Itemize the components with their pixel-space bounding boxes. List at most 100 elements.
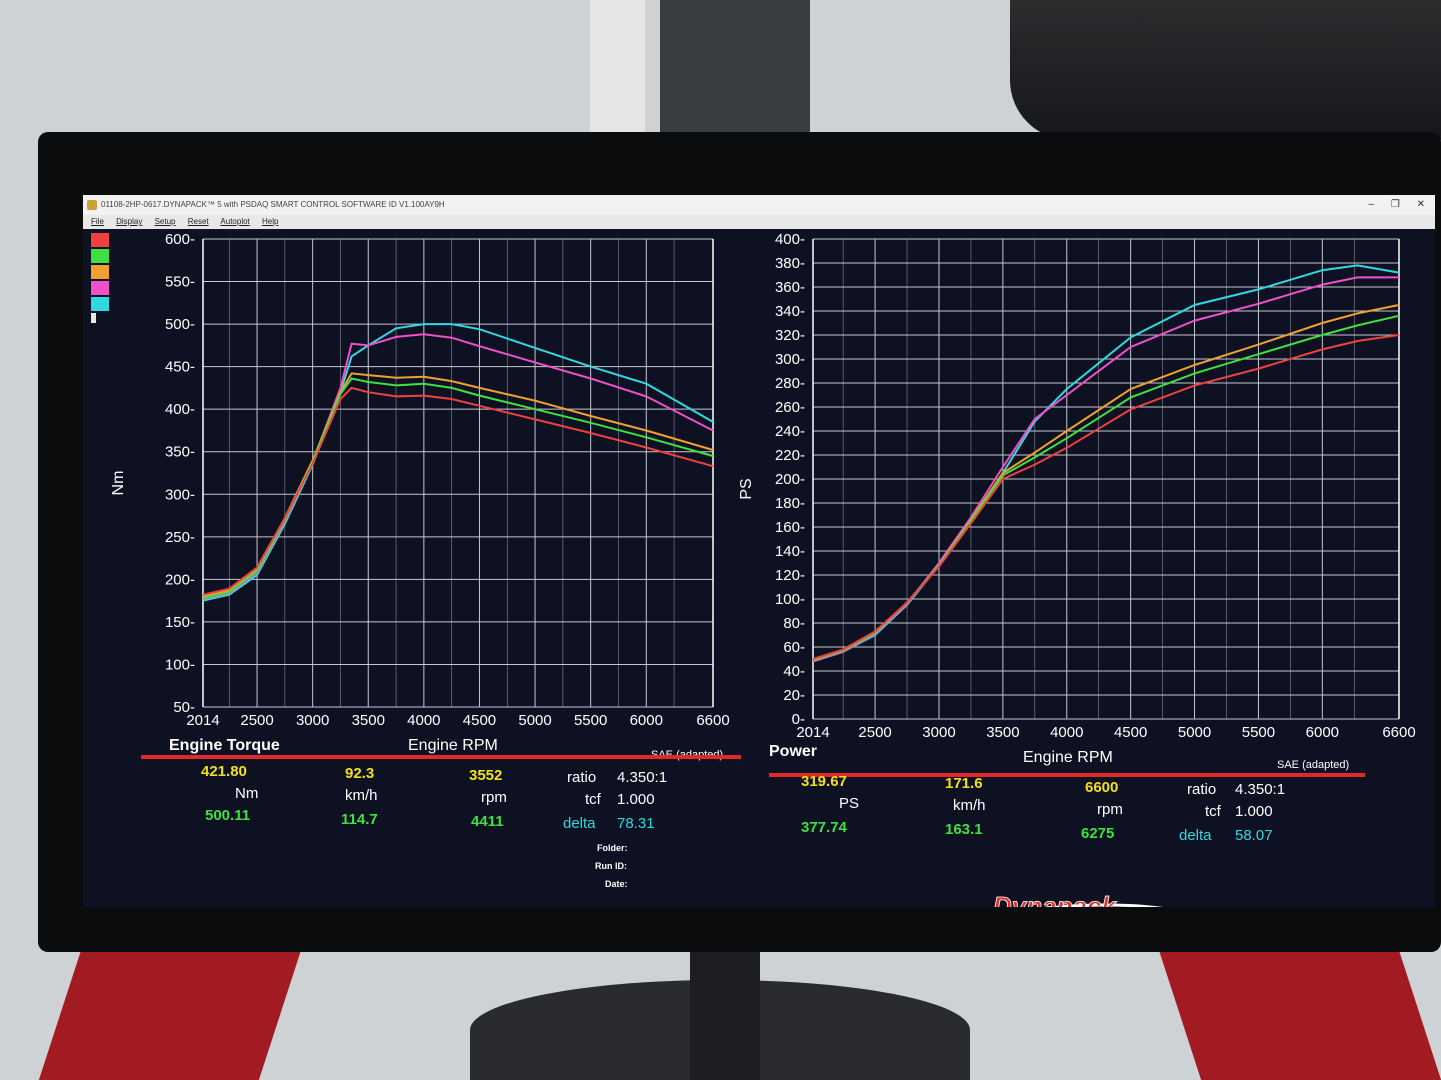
power-y-tick-label: 320- (775, 327, 805, 344)
legend-swatch-magenta[interactable] (91, 281, 109, 295)
power-x-tick-label: 3500 (986, 724, 1019, 741)
torque-separator (141, 755, 741, 759)
torque-readout-value-2: 92.3 (345, 765, 375, 782)
torque-y-tick-label: 250- (165, 529, 195, 546)
torque-readout-value-3: 3552 (469, 767, 503, 784)
power-readout-unit-2: km/h (953, 797, 986, 814)
menu-reset[interactable]: Reset (187, 217, 209, 226)
power-y-tick-label: 220- (775, 447, 805, 464)
dynapack-logo-graphic: Dynapack CHASSIS DYNAMOMETERS (993, 891, 1164, 907)
torque-x-tick-label: 2500 (240, 712, 273, 729)
power-y-tick-label: 180- (775, 495, 805, 512)
svg-text:Dynapack: Dynapack (993, 891, 1117, 907)
maximize-icon[interactable]: ❐ (1390, 199, 1400, 210)
torque-delta-label: delta (563, 815, 596, 832)
app-icon (87, 200, 97, 210)
torque-y-tick-label: 50- (173, 699, 195, 716)
torque-x-axis-label: Engine RPM (408, 737, 498, 754)
power-series-line-0 (812, 264, 1400, 663)
power-y-axis-label: PS (738, 478, 755, 499)
power-readout-value-3b: 6275 (1081, 825, 1115, 842)
power-readout-value-1b: 377.74 (801, 819, 847, 836)
power-y-tick-label: 280- (775, 375, 805, 392)
power-x-tick-label: 6600 (1382, 724, 1415, 741)
power-y-tick-label: 240- (775, 423, 805, 440)
power-panel-title: Power (769, 743, 818, 760)
close-icon[interactable]: ✕ (1416, 199, 1425, 210)
power-y-tick-label: 20- (783, 687, 805, 704)
power-y-tick-label: 200- (775, 471, 805, 488)
window-titlebar[interactable]: 01108-2HP-0617.DYNAPACK™ 5 with PSDAQ SM… (83, 195, 1435, 215)
torque-delta-value: 78.31 (617, 815, 655, 832)
torque-x-tick-label: 4500 (463, 712, 496, 729)
window-title: 01108-2HP-0617.DYNAPACK™ 5 with PSDAQ SM… (101, 200, 445, 209)
torque-y-tick-label: 600- (165, 231, 195, 248)
date-label: Date: (605, 879, 628, 889)
torque-readout-value-1b: 500.11 (205, 807, 251, 824)
power-ratio-label: ratio (1187, 781, 1217, 798)
torque-x-tick-label: 6000 (630, 712, 663, 729)
torque-tcf-value: 1.000 (617, 791, 655, 808)
torque-series-line-2 (202, 372, 714, 598)
torque-readout-unit-1: Nm (235, 785, 259, 802)
torque-series-line-1 (202, 333, 714, 600)
torque-series-line-3 (202, 377, 714, 600)
menu-setup[interactable]: Setup (154, 217, 176, 226)
torque-y-tick-label: 450- (165, 359, 195, 376)
torque-y-axis-label: Nm (110, 471, 127, 496)
power-y-tick-label: 400- (775, 231, 805, 248)
torque-y-tick-label: 500- (165, 316, 195, 333)
torque-readout-unit-2: km/h (345, 787, 378, 804)
menu-display[interactable]: Display (116, 217, 143, 226)
plot-area: 2014 2500 3000 3500 4000 4500 5000 5500 6000 6600… (83, 229, 1435, 907)
minimize-icon[interactable]: – (1368, 199, 1375, 210)
torque-series-line-0 (202, 323, 714, 602)
power-delta-label: delta (1179, 827, 1212, 844)
torque-y-tick-label: 100- (165, 656, 195, 673)
power-readout-value-2b: 163.1 (945, 821, 983, 838)
background-wall-panel (590, 0, 645, 140)
torque-y-tick-label: 150- (165, 614, 195, 631)
power-y-tick-label: 40- (783, 663, 805, 680)
legend-swatch-red[interactable] (91, 233, 109, 247)
torque-y-tick-label: 400- (165, 401, 195, 418)
power-y-tick-label: 100- (775, 591, 805, 608)
power-y-tick-label: 160- (775, 519, 805, 536)
menu-bar: File Display Setup Reset Autoplot Help (83, 215, 1435, 229)
torque-readout-value-1: 421.80 (201, 763, 247, 780)
power-y-tick-label: 340- (775, 303, 805, 320)
menu-autoplot[interactable]: Autoplot (220, 217, 250, 226)
legend-swatch-white[interactable] (91, 313, 96, 323)
power-series-line-4 (812, 334, 1400, 660)
torque-x-tick-label: 3500 (352, 712, 385, 729)
power-readout-value-3: 6600 (1085, 779, 1119, 796)
power-delta-value: 58.07 (1235, 827, 1273, 844)
torque-series-line-4 (202, 386, 714, 596)
torque-x-tick-label: 4000 (407, 712, 440, 729)
run-id-label: Run ID: (595, 861, 627, 871)
power-x-tick-label: 5500 (1242, 724, 1275, 741)
torque-x-tick-label: 2014 (186, 712, 219, 729)
legend-swatch-green[interactable] (91, 249, 109, 263)
power-ratio-value: 4.350:1 (1235, 781, 1286, 798)
menu-file[interactable]: File (91, 217, 104, 226)
legend-swatch-orange[interactable] (91, 265, 109, 279)
power-y-tick-label: 260- (775, 399, 805, 416)
power-readout-value-1: 319.67 (801, 773, 847, 790)
power-readout-value-2: 171.6 (945, 775, 983, 792)
legend-swatch-cyan[interactable] (91, 297, 109, 311)
power-x-tick-label: 5000 (1178, 724, 1211, 741)
power-readout-unit-1: PS (839, 795, 860, 812)
power-x-tick-label: 2500 (858, 724, 891, 741)
power-y-tick-label: 60- (783, 639, 805, 656)
power-readout-unit-3: rpm (1097, 801, 1123, 818)
power-y-tick-label: 380- (775, 255, 805, 272)
power-tcf-value: 1.000 (1235, 803, 1273, 820)
power-separator (769, 773, 1365, 777)
power-tcf-label: tcf (1205, 803, 1221, 820)
torque-readout-value-3b: 4411 (471, 813, 504, 830)
torque-x-tick-label: 5500 (574, 712, 607, 729)
power-x-tick-label: 4000 (1050, 724, 1083, 741)
torque-y-tick-label: 350- (165, 444, 195, 461)
menu-help[interactable]: Help (262, 217, 279, 226)
